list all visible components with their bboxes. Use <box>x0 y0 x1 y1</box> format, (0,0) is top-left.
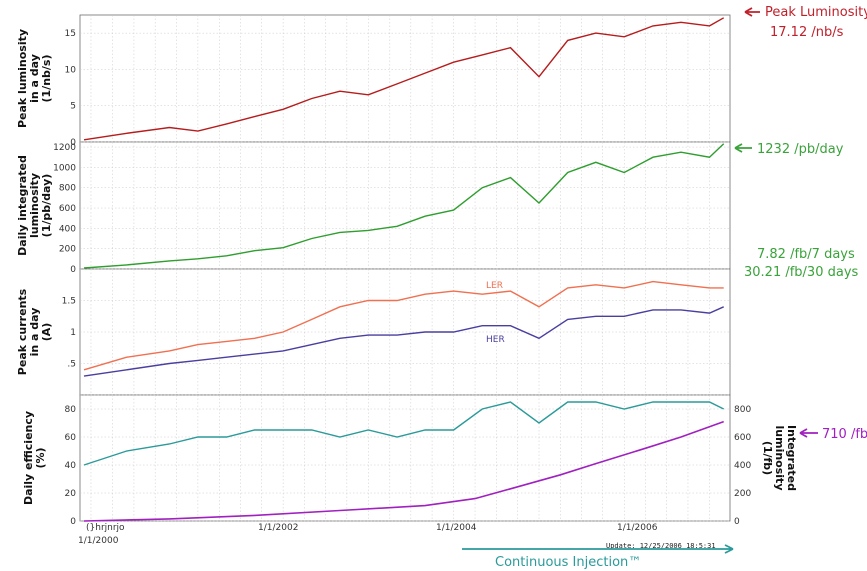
continuous-injection-annotation: Continuous Injection™ <box>462 544 734 570</box>
arrow-peak-luminosity <box>744 7 760 17</box>
data-series <box>83 17 725 522</box>
series-line <box>83 401 725 466</box>
panel-daily-efficiency <box>79 394 731 522</box>
y-tick-label: 1000 <box>53 163 76 173</box>
y-tick-label: 10 <box>65 65 77 75</box>
y-tick-label: 40 <box>65 461 77 471</box>
panel-daily-integrated-luminosity <box>79 141 731 270</box>
annotation-daily-luminosity: 1232 /pb/day 7.82 /fb/7 days 30.21 /fb/3… <box>734 142 859 280</box>
y2-tick-label: 0 <box>734 517 740 527</box>
y-tick-label: 80 <box>65 405 77 415</box>
y2-tick-label: 800 <box>734 405 751 415</box>
y2-tick-label: 600 <box>734 433 751 443</box>
arrow-integrated-luminosity <box>799 428 818 438</box>
y-tick-label: 800 <box>59 184 76 194</box>
y-tick-label: 0 <box>70 265 76 275</box>
panel-peak-currents <box>79 268 731 396</box>
y-label-line: in a day <box>28 54 41 103</box>
axis-labels: Peak luminosity in a day (1/nb/s)Daily int… <box>16 29 798 505</box>
integrated-luminosity-value: 710 /fb <box>822 427 867 442</box>
y-label-line: (A) <box>40 323 53 342</box>
y-tick-label: 5 <box>70 102 76 112</box>
x-tick-2004: 1/1/2004 <box>436 523 477 533</box>
x-tick-2002: 1/1/2002 <box>258 523 298 533</box>
y-tick-label: 60 <box>65 433 77 443</box>
series-line <box>83 143 725 269</box>
daily-luminosity-value: 1232 /pb/day <box>757 142 844 157</box>
y2-label-line: luminosity <box>773 426 786 491</box>
y-tick-label: .5 <box>67 360 76 370</box>
series-line <box>83 17 725 141</box>
y-label-line: (%) <box>34 447 47 468</box>
y-tick-label: 600 <box>59 204 76 214</box>
y-label-line: Peak currents <box>16 288 29 375</box>
y-axis-label: Daily integrated luminosity (1/pb/day) <box>16 155 53 256</box>
x-tick-2000: 1/1/2000 <box>78 536 119 546</box>
weekly-luminosity: 7.82 /fb/7 days <box>757 247 855 262</box>
y-tick-label: 200 <box>59 245 76 255</box>
monthly-luminosity: 30.21 /fb/30 days <box>744 265 859 280</box>
series-line <box>83 280 724 371</box>
grid-lines <box>80 15 730 522</box>
y-label-line: (1/pb/day) <box>40 174 53 238</box>
x-tick-2006: 1/1/2006 <box>617 523 658 533</box>
y-tick-label: 0 <box>70 138 76 148</box>
x-extra-label: (}hrjnrjo <box>86 523 125 533</box>
y-tick-label: 1200 <box>53 143 76 153</box>
update-timestamp: Update: 12/25/2006 18:5:31 <box>606 542 716 550</box>
continuous-injection-label: Continuous Injection™ <box>495 555 641 570</box>
series-line <box>83 306 724 377</box>
ler-label: LER <box>486 281 503 291</box>
annotation-integrated-luminosity: 710 /fb <box>799 427 867 442</box>
y-label-line: (1/nb/s) <box>40 55 53 103</box>
y-label-line: in a day <box>28 308 41 357</box>
y2-tick-label: 400 <box>734 461 751 471</box>
y-label-line: Peak luminosity <box>16 29 29 128</box>
y-label-line: luminosity <box>28 173 41 238</box>
y-tick-label: 0 <box>70 517 76 527</box>
y-label-line: Daily integrated <box>16 155 29 256</box>
y-label-line: Daily efficiency <box>22 411 35 505</box>
her-label: HER <box>486 335 505 345</box>
y-tick-label: 20 <box>65 489 77 499</box>
y2-label-line: Integrated <box>785 425 798 491</box>
y2-label-line: (1/fb) <box>761 441 774 475</box>
y-axis-label: Daily efficiency (%) <box>22 411 47 505</box>
peak-luminosity-value: 17.12 /nb/s <box>770 25 844 40</box>
y-tick-label: 15 <box>65 29 76 39</box>
continuous-injection-arrow <box>462 544 734 554</box>
arrow-daily-luminosity <box>734 143 752 153</box>
axis-tick-labels: 051015020040060080010001200.511.50204060… <box>53 29 751 527</box>
y2-tick-label: 200 <box>734 489 751 499</box>
y-tick-label: 1.5 <box>62 297 76 307</box>
y-tick-label: 1 <box>70 328 76 338</box>
peak-luminosity-title: Peak Luminosity <box>765 5 867 20</box>
y-axis-label: Peak luminosity in a day (1/nb/s) <box>16 29 53 128</box>
annotation-peak-luminosity: Peak Luminosity 17.12 /nb/s <box>744 5 867 40</box>
series-line <box>83 420 724 522</box>
y-axis-label: Peak currents in a day (A) <box>16 288 53 375</box>
y-tick-label: 400 <box>59 224 76 234</box>
